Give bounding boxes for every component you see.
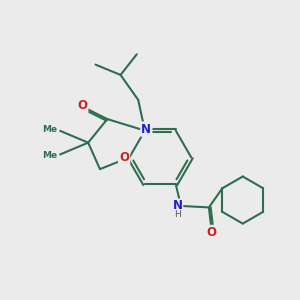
- Text: Me: Me: [42, 152, 57, 160]
- Text: O: O: [77, 99, 87, 112]
- Text: N: N: [172, 200, 182, 212]
- Text: Me: Me: [42, 125, 57, 134]
- Text: H: H: [174, 210, 181, 219]
- Text: O: O: [119, 151, 129, 164]
- Text: O: O: [207, 226, 217, 239]
- Text: N: N: [141, 123, 151, 136]
